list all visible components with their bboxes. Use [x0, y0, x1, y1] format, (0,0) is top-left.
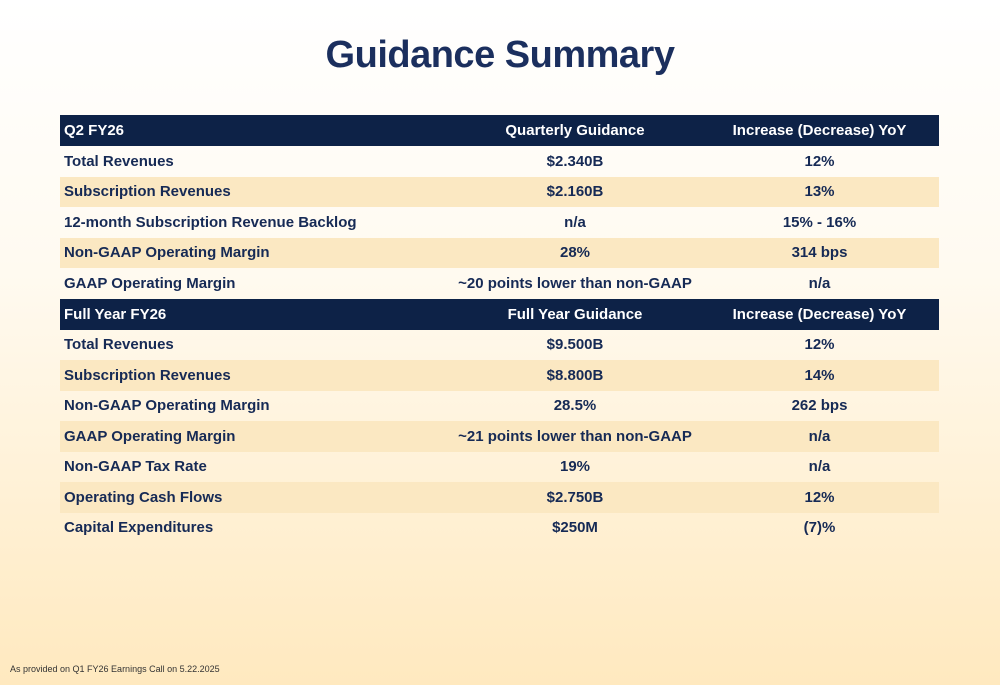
row-guidance: $2.340B	[546, 152, 604, 170]
row-guidance: ~21 points lower than non-GAAP	[458, 427, 692, 445]
row-yoy: 12%	[804, 152, 835, 170]
table-row: Non-GAAP Tax Rate 19% n/a	[60, 452, 939, 483]
row-guidance: $2.750B	[546, 488, 604, 506]
row-guidance: n/a	[564, 213, 586, 231]
row-yoy: 262 bps	[791, 397, 848, 415]
row-label: Non-GAAP Operating Margin	[64, 397, 270, 415]
table-row: Operating Cash Flows $2.750B 12%	[60, 482, 939, 513]
table-row: Subscription Revenues $8.800B 14%	[60, 360, 939, 391]
table-header-q2: Q2 FY26 Quarterly Guidance Increase (Dec…	[60, 115, 939, 146]
table-row: Total Revenues $9.500B 12%	[60, 330, 939, 361]
header-guidance: Full Year Guidance	[507, 305, 643, 323]
row-guidance: $250M	[552, 519, 598, 537]
header-guidance: Quarterly Guidance	[505, 122, 645, 139]
row-yoy: n/a	[808, 274, 831, 292]
header-period: Full Year FY26	[64, 305, 167, 323]
footnote: As provided on Q1 FY26 Earnings Call on …	[10, 664, 220, 674]
row-guidance: 19%	[559, 458, 591, 476]
table-row: GAAP Operating Margin ~20 points lower t…	[60, 268, 939, 299]
header-period: Q2 FY26	[64, 122, 125, 139]
table-header-full-year: Full Year FY26 Full Year Guidance Increa…	[60, 298, 939, 330]
row-guidance: $8.800B	[546, 366, 604, 384]
row-label: Subscription Revenues	[64, 366, 231, 384]
row-label: Operating Cash Flows	[64, 488, 223, 506]
row-label: GAAP Operating Margin	[64, 427, 236, 445]
row-label: Capital Expenditures	[64, 519, 214, 537]
table-row: Total Revenues $2.340B 12%	[60, 146, 939, 177]
table-row: Non-GAAP Operating Margin 28% 314 bps	[60, 237, 939, 268]
header-yoy: Increase (Decrease) YoY	[732, 305, 907, 323]
page-title: Guidance Summary	[325, 34, 675, 76]
row-guidance: $2.160B	[546, 183, 604, 201]
row-label: Total Revenues	[64, 152, 174, 170]
row-yoy: n/a	[808, 458, 831, 476]
row-label: Subscription Revenues	[64, 183, 231, 201]
row-yoy: 12%	[804, 488, 835, 506]
row-yoy: 314 bps	[791, 244, 848, 262]
table-row: GAAP Operating Margin ~21 points lower t…	[60, 421, 939, 452]
table-row: Non-GAAP Operating Margin 28.5% 262 bps	[60, 391, 939, 422]
row-yoy: 12%	[804, 336, 835, 354]
row-label: Non-GAAP Operating Margin	[64, 244, 270, 262]
table-row: Subscription Revenues $2.160B 13%	[60, 176, 939, 207]
row-label: Total Revenues	[64, 336, 174, 354]
row-yoy: n/a	[808, 427, 831, 445]
row-yoy: 15% - 16%	[782, 213, 857, 231]
row-guidance: 28.5%	[553, 397, 597, 415]
header-yoy: Increase (Decrease) YoY	[732, 122, 907, 139]
row-guidance: $9.500B	[546, 336, 604, 354]
table-row: 12-month Subscription Revenue Backlog n/…	[60, 207, 939, 238]
row-guidance: 28%	[559, 244, 591, 262]
row-yoy: 13%	[804, 183, 835, 201]
table-row: Capital Expenditures $250M (7)%	[60, 513, 939, 544]
row-guidance: ~20 points lower than non-GAAP	[458, 274, 692, 292]
guidance-table: Q2 FY26 Quarterly Guidance Increase (Dec…	[60, 115, 939, 543]
row-yoy: 14%	[804, 366, 835, 384]
row-label: Non-GAAP Tax Rate	[64, 458, 207, 476]
row-label: 12-month Subscription Revenue Backlog	[64, 213, 357, 231]
row-yoy: (7)%	[803, 519, 836, 537]
row-label: GAAP Operating Margin	[64, 274, 236, 292]
